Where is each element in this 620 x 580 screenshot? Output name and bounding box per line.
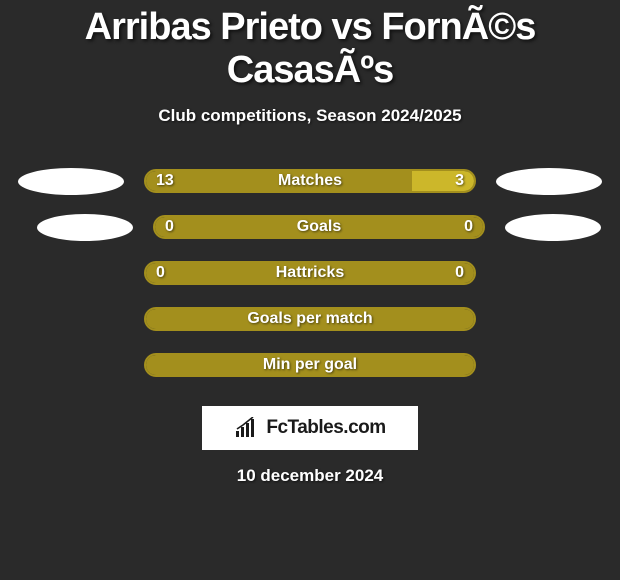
date: 10 december 2024	[0, 466, 620, 486]
player-right-marker	[505, 214, 601, 241]
subtitle: Club competitions, Season 2024/2025	[0, 106, 620, 126]
stat-bar-matches: 13 Matches 3	[144, 169, 476, 193]
stat-bar-hattricks: 0 Hattricks 0	[144, 261, 476, 285]
player-right-marker	[496, 168, 602, 195]
comparison-card: Arribas Prieto vs FornÃ©s CasasÃºs Club …	[0, 0, 620, 580]
chart-bars-icon	[234, 417, 262, 439]
stat-row: Goals per match	[0, 296, 620, 342]
stat-row: 0 Hattricks 0	[0, 250, 620, 296]
stat-bar-goals-per-match: Goals per match	[144, 307, 476, 331]
logo-text: FcTables.com	[266, 417, 385, 439]
player-left-marker	[37, 214, 133, 241]
stat-row: Min per goal	[0, 342, 620, 388]
stat-row: 0 Goals 0	[0, 204, 620, 250]
page-title: Arribas Prieto vs FornÃ©s CasasÃºs	[0, 0, 620, 92]
player-left-marker	[18, 168, 124, 195]
stat-bar-goals: 0 Goals 0	[153, 215, 485, 239]
stat-bar-min-per-goal: Min per goal	[144, 353, 476, 377]
logo: FcTables.com	[202, 406, 418, 450]
stat-row: 13 Matches 3	[0, 158, 620, 204]
stats-block: 13 Matches 3 0 Goals 0 0 Hattricks	[0, 158, 620, 388]
